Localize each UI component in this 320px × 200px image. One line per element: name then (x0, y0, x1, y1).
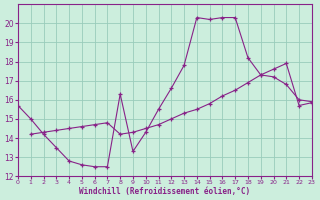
X-axis label: Windchill (Refroidissement éolien,°C): Windchill (Refroidissement éolien,°C) (79, 187, 251, 196)
